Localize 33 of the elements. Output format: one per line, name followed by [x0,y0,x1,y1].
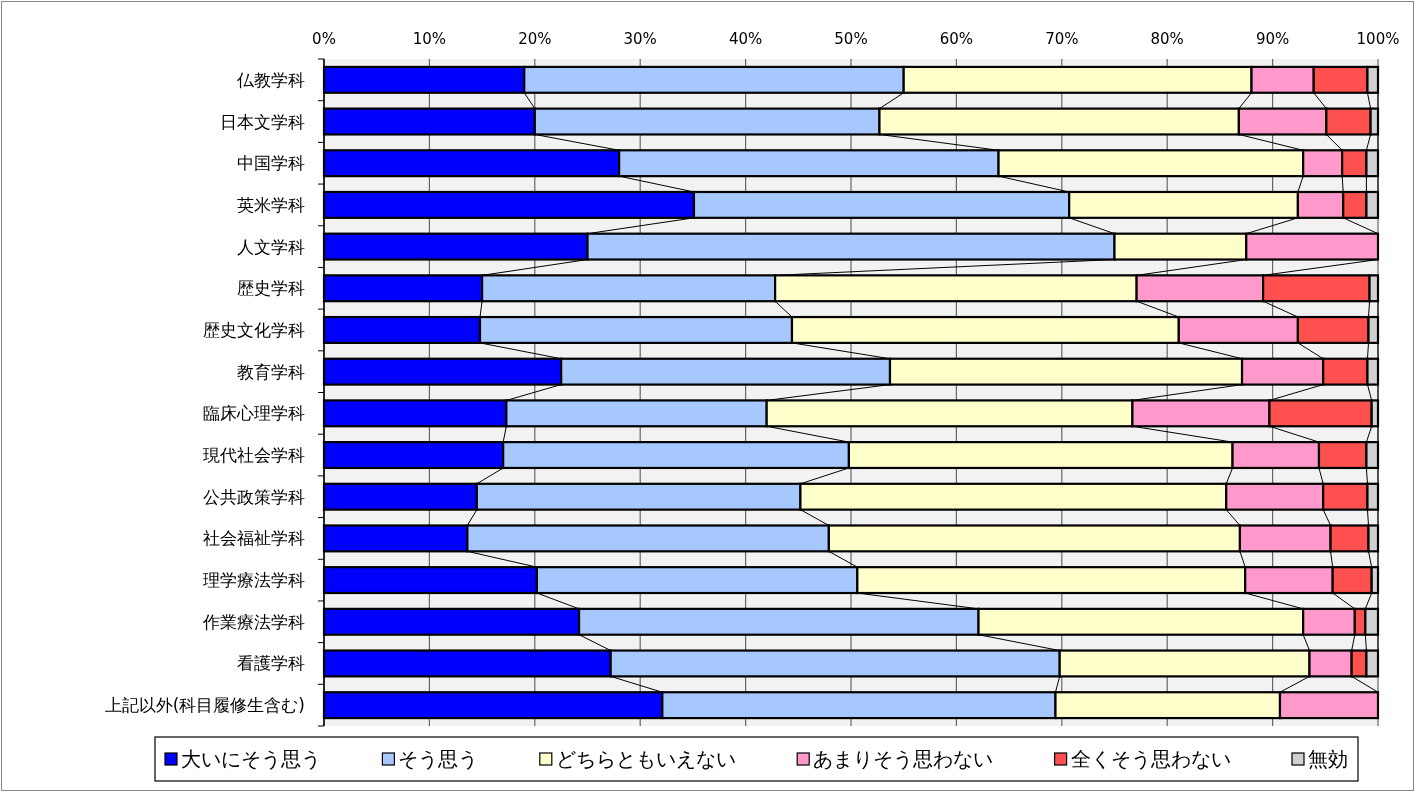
x-tick-label: 50% [834,30,868,48]
y-tick-label: 歴史学科 [237,278,305,299]
x-tick-label: 20% [518,30,552,48]
x-tick-label: 100% [1356,30,1400,48]
y-tick-label: 歴史文化学科 [203,319,305,340]
y-tick-label: 上記以外(科目履修生含む) [104,695,305,716]
x-tick-label: 80% [1150,30,1184,48]
x-tick-label: 0% [312,30,336,48]
legend-label: あまりそう思わない [813,747,994,771]
y-tick-label: 教育学科 [237,361,305,382]
legend-label: 大いにそう思う [181,747,321,771]
x-tick-label: 60% [939,30,974,48]
y-tick-label: 仏教学科 [236,69,305,90]
y-tick-label: 人文学科 [237,236,305,257]
y-tick-label: 臨床心理学科 [203,403,305,424]
x-tick-label: 70% [1045,30,1079,48]
legend-label: そう思う [398,747,479,771]
y-tick-label: 社会福祉学科 [203,528,305,549]
x-tick-label: 30% [623,30,657,48]
x-tick-label: 40% [728,30,763,48]
y-tick-label: 日本文学科 [220,111,305,132]
legend-label: 無効 [1308,747,1348,771]
y-tick-label: 中国学科 [237,153,305,174]
legend-label: 全くそう思わない [1070,747,1231,771]
y-tick-label: 理学療法学科 [203,570,305,591]
y-tick-label: 公共政策学科 [203,486,305,507]
x-tick-label: 90% [1255,30,1290,48]
legend-label: どちらともいえない [555,747,736,771]
y-tick-label: 英米学科 [237,194,305,215]
x-tick-label: 10% [412,30,447,48]
y-tick-label: 看護学科 [237,653,305,674]
y-tick-label: 現代社会学科 [203,445,305,466]
y-tick-label: 作業療法学科 [202,611,305,632]
